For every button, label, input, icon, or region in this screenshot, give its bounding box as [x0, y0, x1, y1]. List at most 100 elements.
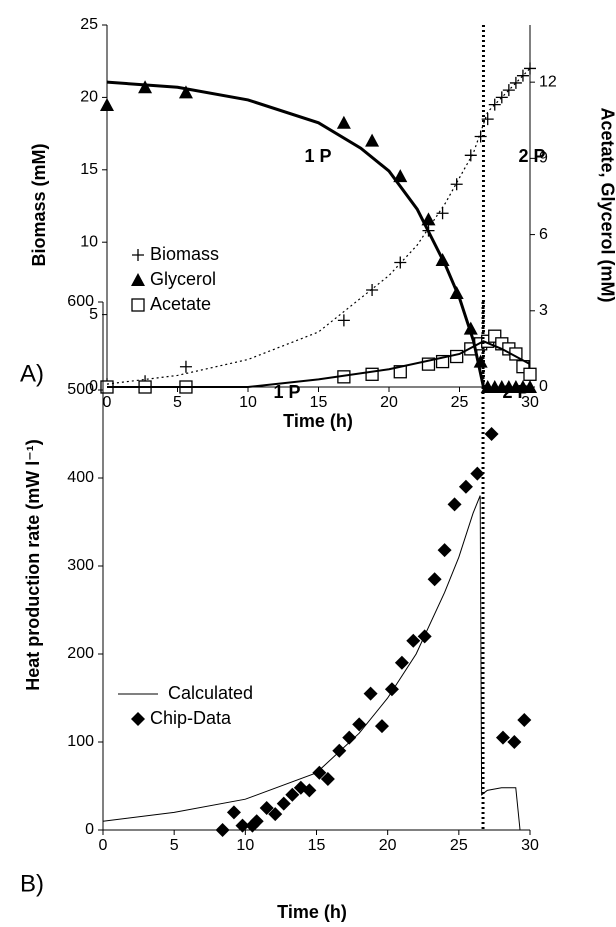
marker-diamond — [363, 686, 378, 701]
marker-diamond — [320, 771, 335, 786]
x-tick-label: 20 — [380, 394, 398, 411]
marker-diamond — [394, 655, 409, 670]
marker-diamond — [312, 765, 327, 780]
marker-diamond — [406, 633, 421, 648]
marker-diamond — [374, 719, 389, 734]
legend-label: Chip-Data — [150, 708, 232, 728]
y-tick-label: 100 — [67, 733, 94, 750]
marker-diamond — [276, 796, 291, 811]
marker-plus — [337, 314, 350, 327]
marker-plus — [464, 149, 477, 162]
y2-axis-title: Acetate, Glycerol (mM) — [597, 107, 616, 302]
fit-line — [107, 340, 531, 388]
y2-tick-label: 12 — [539, 73, 557, 90]
y-axis-title: Heat production rate (mW l⁻¹) — [23, 439, 43, 691]
marker-diamond — [332, 743, 347, 758]
y-tick-label: 0 — [85, 821, 94, 838]
marker-diamond — [235, 818, 250, 833]
marker-diamond — [517, 713, 532, 727]
marker-square — [523, 367, 537, 381]
marker-plus — [509, 76, 522, 89]
marker-diamond — [427, 572, 442, 587]
legend-label: Acetate — [150, 294, 211, 314]
marker-diamond — [352, 717, 367, 732]
y-tick-label: 15 — [80, 161, 98, 178]
marker-diamond — [302, 783, 317, 798]
y-tick-label: 600 — [67, 293, 94, 310]
marker-plus — [450, 178, 463, 191]
y-tick-label: 400 — [67, 469, 94, 486]
y-tick-label: 5 — [89, 306, 98, 323]
x-tick-label: 15 — [310, 394, 328, 411]
marker-diamond — [447, 497, 462, 512]
marker-diamond — [285, 787, 300, 802]
legend-marker — [131, 273, 145, 286]
marker-plus — [502, 84, 515, 97]
x-tick-label: 10 — [239, 394, 257, 411]
phase-label: 1 P — [273, 382, 300, 402]
y-tick-label: 200 — [67, 645, 94, 662]
legend-label: Biomass — [150, 244, 219, 264]
marker-diamond — [245, 818, 260, 833]
marker-plus — [366, 283, 379, 296]
y-tick-label: 500 — [67, 381, 94, 398]
marker-diamond — [215, 823, 230, 837]
y2-tick-label: 3 — [539, 302, 548, 319]
marker-plus — [436, 207, 449, 220]
fit-line — [106, 80, 485, 388]
y2-tick-label: 9 — [539, 150, 548, 167]
phase-label: 2 P — [518, 146, 545, 166]
x-tick-label: 0 — [99, 837, 108, 854]
marker-triangle — [178, 85, 193, 99]
marker-plus — [488, 98, 501, 111]
y-axis-title: Biomass (mM) — [29, 143, 49, 266]
x-tick-label: 20 — [379, 837, 397, 854]
marker-diamond — [249, 814, 264, 829]
legend-marker — [131, 298, 145, 312]
marker-triangle — [365, 133, 380, 147]
marker-diamond — [437, 543, 452, 558]
y-tick-label: 20 — [80, 89, 98, 106]
x-tick-label: 5 — [170, 837, 179, 854]
x-axis-title: Time (h) — [277, 902, 347, 922]
x-tick-label: 25 — [451, 394, 469, 411]
x-tick-label: 10 — [236, 837, 254, 854]
legend-marker — [131, 712, 145, 726]
marker-diamond — [507, 735, 522, 749]
legend-label: Glycerol — [150, 269, 216, 289]
marker-triangle — [523, 380, 537, 393]
x-axis-title: Time (h) — [283, 411, 353, 431]
phase-label: 1 P — [304, 146, 331, 166]
y2-tick-label: 0 — [539, 378, 548, 395]
marker-plus — [524, 62, 536, 75]
marker-plus — [179, 360, 192, 373]
marker-plus — [516, 69, 529, 82]
marker-diamond — [268, 807, 283, 822]
y2-tick-label: 6 — [539, 226, 548, 243]
legend-label: Calculated — [168, 683, 253, 703]
x-tick-label: 25 — [450, 837, 468, 854]
marker-diamond — [484, 427, 499, 441]
panel-label: B) — [20, 870, 44, 897]
marker-diamond — [342, 730, 357, 745]
x-tick-label: 30 — [521, 837, 539, 854]
y-tick-label: 0 — [89, 378, 98, 395]
fit-line — [106, 68, 531, 385]
marker-plus — [481, 113, 494, 126]
marker-diamond — [417, 629, 432, 644]
fit-line — [102, 495, 521, 831]
legend-marker — [132, 249, 144, 261]
marker-diamond — [495, 730, 510, 745]
marker-diamond — [470, 466, 485, 481]
marker-diamond — [226, 805, 241, 820]
x-tick-label: 15 — [308, 837, 326, 854]
marker-triangle — [138, 80, 153, 94]
y-tick-label: 10 — [80, 233, 98, 250]
y-tick-label: 300 — [67, 557, 94, 574]
y-tick-label: 25 — [80, 16, 98, 33]
x-tick-label: 30 — [521, 394, 539, 411]
panel-label: A) — [20, 360, 44, 387]
x-tick-label: 5 — [173, 394, 182, 411]
marker-diamond — [384, 682, 399, 697]
